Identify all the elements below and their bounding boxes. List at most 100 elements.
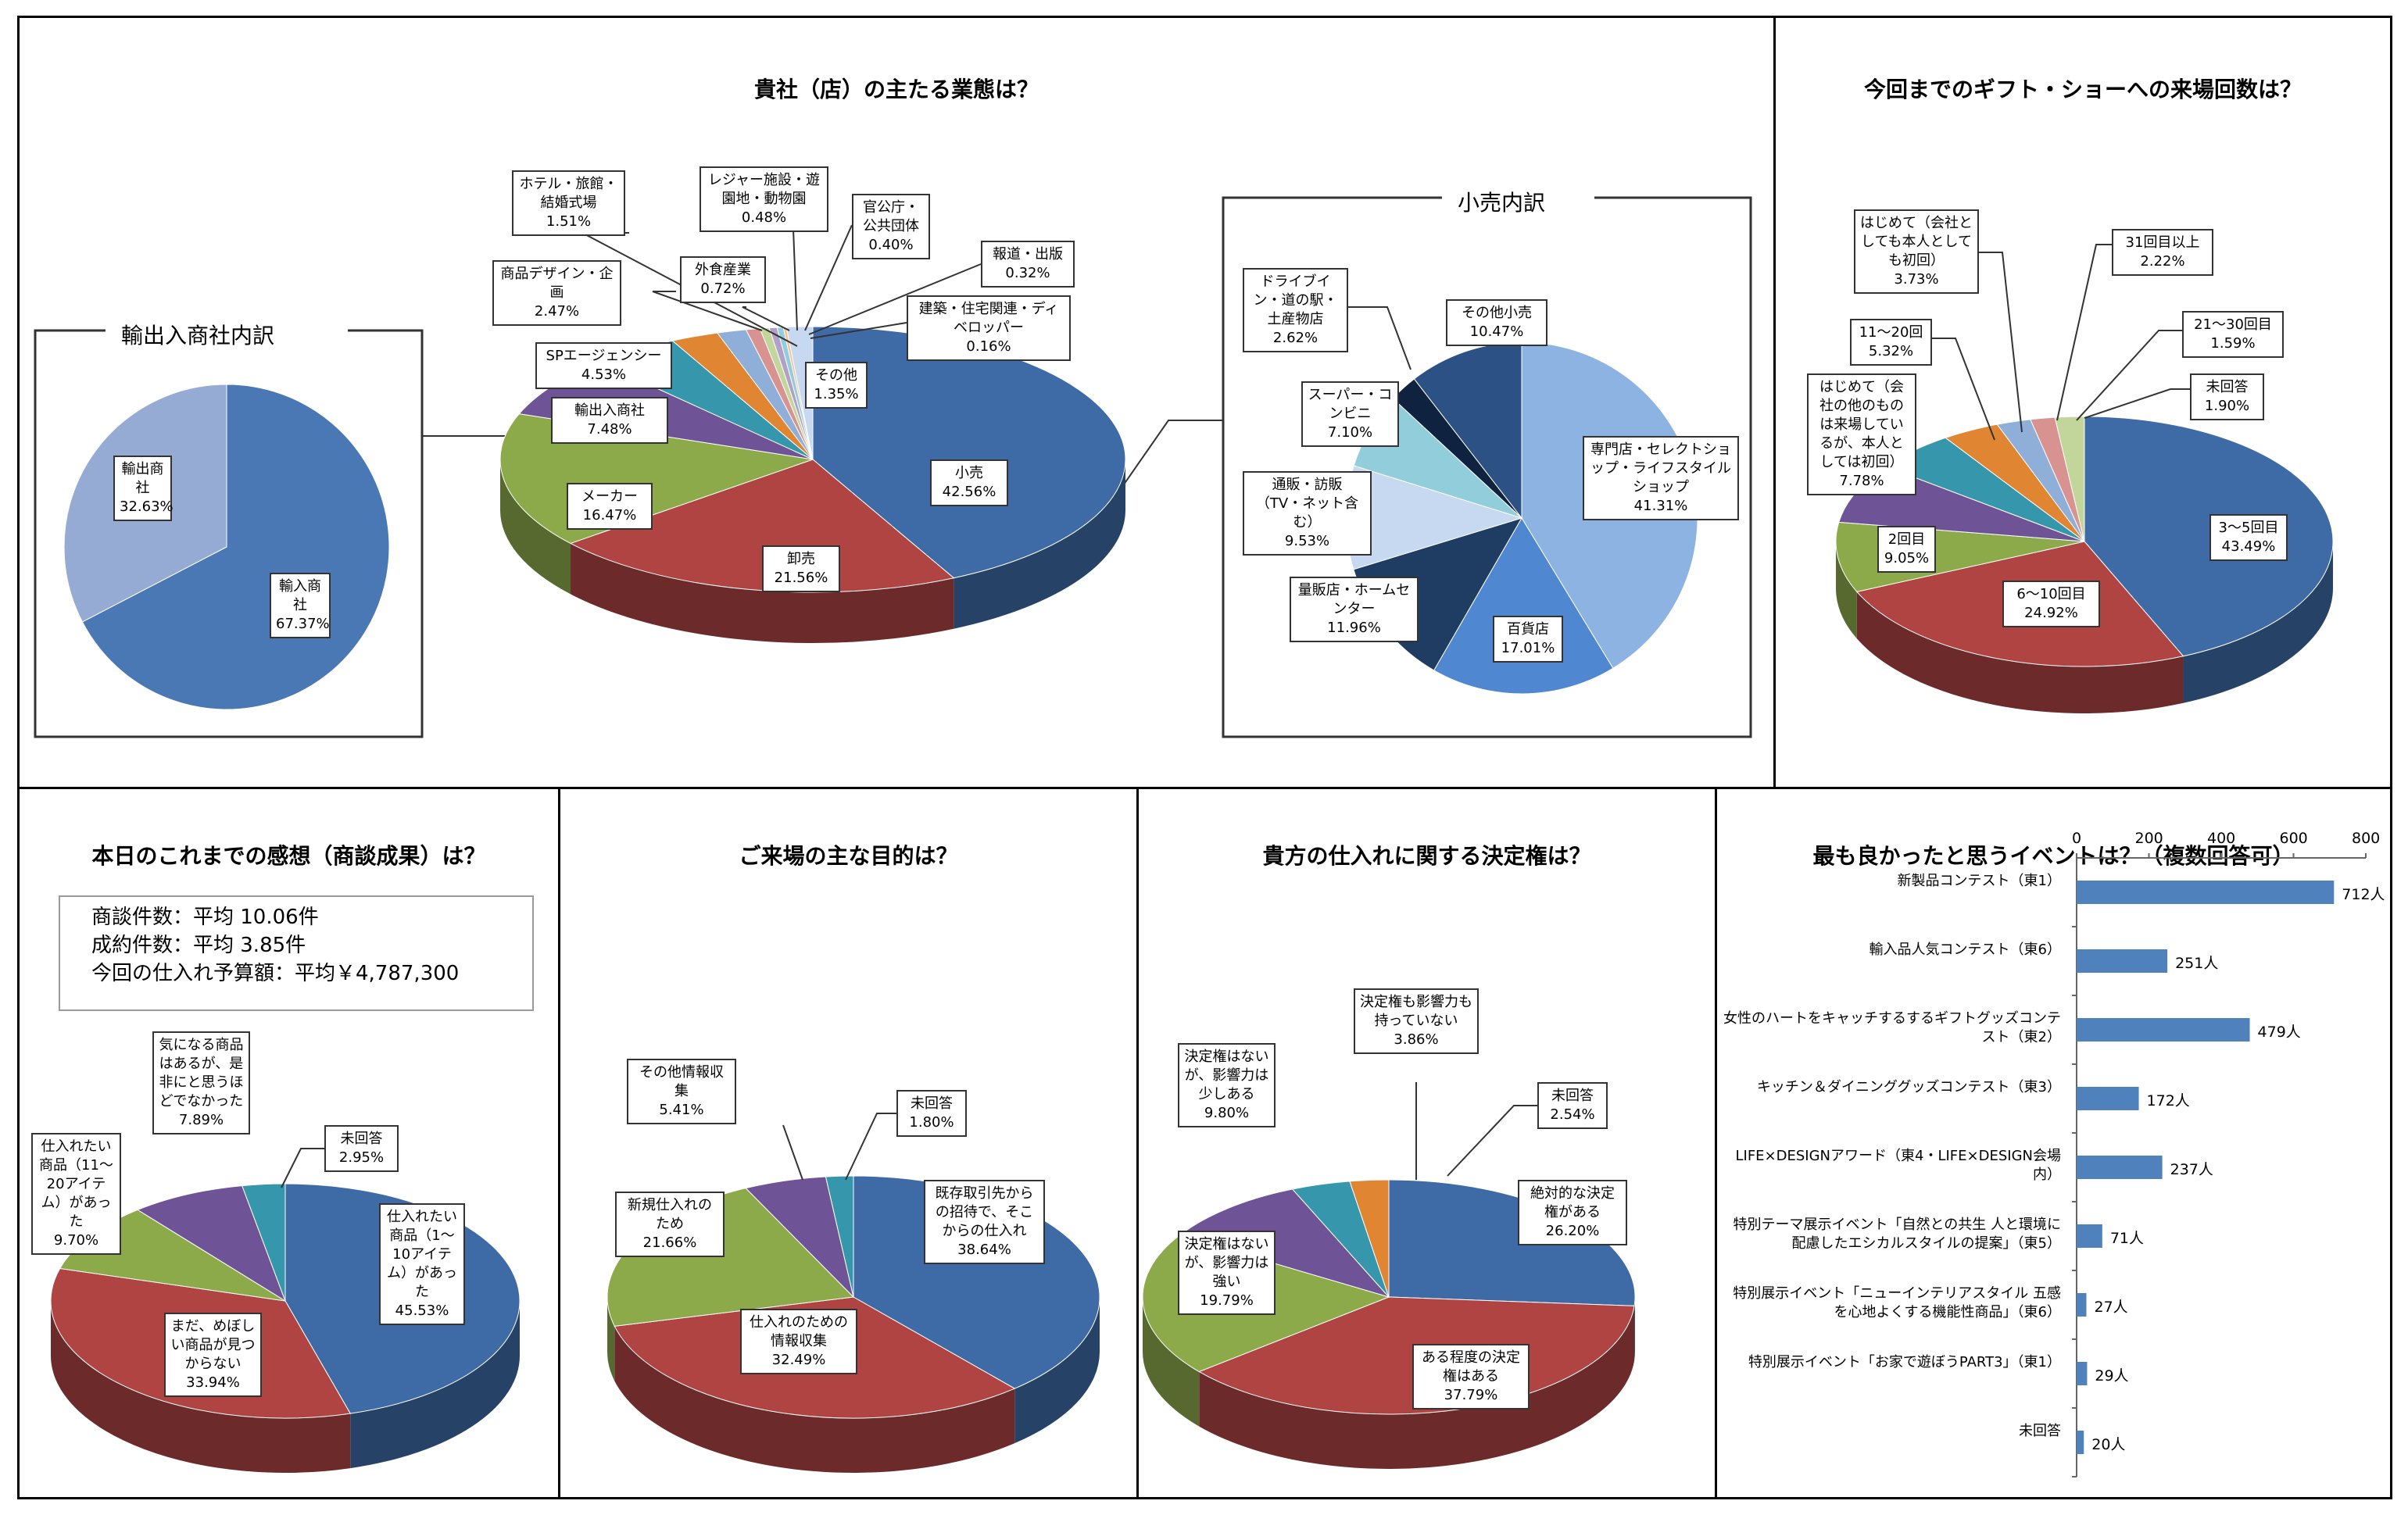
slice-label-text: 決定権も影響力も持っていない <box>1360 994 1472 1029</box>
slice-label: 既存取引先からの招待で、そこからの仕入れ 38.64% <box>924 1180 1045 1264</box>
slice-label-value: 1.35% <box>814 386 859 402</box>
pie-slice <box>1349 1179 1390 1298</box>
contract-count: 成約件数：平均 3.85件 <box>91 934 306 957</box>
deal-summary-box: 商談件数：平均 10.06件 成約件数：平均 3.85件 今回の仕入れ予算額：平… <box>59 895 534 1011</box>
slice-label-text: その他 <box>815 367 857 384</box>
slice-label-value: 33.94% <box>186 1374 240 1391</box>
slice-label: 卸売 21.56% <box>762 545 840 592</box>
panel-best-event: 最も良かったと思うイベントは？（複数回答可） 0 200 400 600 800 新製品コ… <box>1715 787 2392 1499</box>
slice-label-text: 新規仕入れのため <box>628 1197 712 1232</box>
category-label: キッチン＆ダイニンググッズコンテスト（東3） <box>1756 1079 2061 1095</box>
leader-line <box>810 322 907 339</box>
x-tick-label: 600 <box>2279 830 2308 847</box>
chart-title: 今回までのギフト・ショーへの来場回数は？ <box>1863 77 2302 102</box>
slice-label-value: 0.16% <box>966 338 1011 355</box>
chart-title: 本日のこれまでの感想（商談成果）は？ <box>91 843 486 869</box>
subpanel-frame-import <box>34 329 424 738</box>
slice-label-value: 32.49% <box>771 1352 826 1368</box>
bar-value-label: 237人 <box>2170 1161 2213 1178</box>
slice-label-value: 1.80% <box>909 1114 954 1131</box>
bar-value-label: 251人 <box>2175 955 2219 972</box>
authority-chart <box>1142 1082 1636 1470</box>
pie-slice-side <box>500 459 571 595</box>
bar-value-label: 29人 <box>2095 1367 2129 1385</box>
slice-label: はじめて（会社としても本人としても初回） 3.73% <box>1854 209 1979 294</box>
leader-line <box>1447 1105 1537 1177</box>
slice-label-value: 45.53% <box>395 1302 449 1319</box>
slice-label-text: 輸出商社 <box>121 461 164 496</box>
slice-label-text: はじめて（会社としても本人としても初回） <box>1860 215 1973 269</box>
pie-slice-side <box>954 459 1125 629</box>
slice-label-value: 0.32% <box>1005 265 1050 281</box>
slice-label: 21～30回目 1.59% <box>2182 311 2284 358</box>
bar-value-label: 479人 <box>2257 1024 2301 1041</box>
slice-label-value: 3.73% <box>1894 271 1939 288</box>
slice-label-text: 輸入商社 <box>279 578 321 613</box>
slice-label-value: 2.62% <box>1272 330 1318 346</box>
slice-label-text: その他情報収集 <box>639 1064 724 1099</box>
slice-label-text: 未回答 <box>1551 1088 1594 1104</box>
x-tick-label: 200 <box>2134 830 2163 847</box>
pie-slice-side <box>607 1297 615 1381</box>
pie-slice <box>825 1175 854 1298</box>
slice-label-value: 1.59% <box>2210 335 2256 352</box>
slice-label: 輸出入商社 7.48% <box>551 397 668 444</box>
slice-label-value: 5.32% <box>1868 343 1914 359</box>
leader-line <box>1105 420 1223 511</box>
slice-label-text: 仕入れたい商品（1～10アイテム）があった <box>387 1209 457 1300</box>
bar-value-label: 20人 <box>2091 1436 2126 1453</box>
subpanel-frame-retail <box>1222 196 1752 738</box>
slice-label-text: 官公庁・公共団体 <box>863 199 919 234</box>
chart-title: 貴社（店）の主たる業態は？ <box>753 77 1039 102</box>
slice-label: まだ、めぼしい商品が見つからない 33.94% <box>164 1313 262 1397</box>
pie-slice-side <box>2183 541 2333 703</box>
pie-slice <box>569 459 955 593</box>
slice-label: 未回答 2.54% <box>1537 1082 1608 1129</box>
chart-title: ご来場の主な目的は？ <box>739 843 958 869</box>
slice-label: 決定権はないが、影響力は少しある 9.80% <box>1178 1043 1276 1127</box>
slice-label-value: 1.51% <box>546 213 592 230</box>
category-label: 未回答 <box>2019 1423 2061 1439</box>
slice-label-value: 2.47% <box>534 303 580 320</box>
slice-label: 新規仕入れのため 21.66% <box>615 1192 725 1257</box>
slice-label-text: 仕入れのための情報収集 <box>750 1314 848 1349</box>
slice-label: 未回答 1.90% <box>2190 373 2264 420</box>
slice-label: 仕入れたい商品（11～20アイテム）があった 9.70% <box>31 1133 121 1255</box>
slice-label: 決定権はないが、影響力は強い 19.79% <box>1178 1231 1276 1315</box>
leader-line <box>782 1124 803 1181</box>
slice-label-value: 9.53% <box>1284 533 1330 549</box>
slice-label-text: 気になる商品はあるが、是非にと思うほどでなかった <box>159 1037 244 1109</box>
slice-label-text: 建築・住宅関連・ディベロッパー <box>918 301 1059 336</box>
slice-label-value: 17.01% <box>1501 640 1555 656</box>
x-tick-label: 400 <box>2207 830 2236 847</box>
slice-label-value: 9.70% <box>53 1232 99 1249</box>
slice-label-value: 41.31% <box>1633 498 1688 514</box>
category-label: 女性のハートをキャッチするするギフトグッズコンテスト（東2） <box>1723 1010 2061 1045</box>
x-tick-label: 0 <box>2071 830 2082 847</box>
subpanel-title-import-export: 輸出入商社内訳 <box>113 319 283 350</box>
slice-label-value: 4.53% <box>581 366 627 383</box>
leader-line <box>742 306 790 331</box>
slice-label-text: 11～20回 <box>1859 324 1923 341</box>
slice-label-value: 7.78% <box>1839 473 1884 489</box>
bar-value-label: 71人 <box>2109 1230 2145 1247</box>
bar <box>2077 1293 2087 1317</box>
slice-label: 未回答 1.80% <box>896 1090 967 1137</box>
slice-label: 報道・出版 0.32% <box>981 241 1075 288</box>
bar-value-label: 27人 <box>2094 1299 2128 1316</box>
slice-label: 専門店・セレクトショップ・ライフスタイルショップ 41.31% <box>1583 436 1739 520</box>
slice-label: その他小売 10.47% <box>1446 299 1547 346</box>
slice-label-value: 16.47% <box>582 507 637 523</box>
slice-label: レジャー施設・遊園地・動物園 0.48% <box>700 166 828 232</box>
slice-label: ホテル・旅館・結婚式場 1.51% <box>512 170 625 236</box>
slice-label: 11～20回 5.32% <box>1850 319 1932 366</box>
slice-label-value: 5.41% <box>659 1102 704 1118</box>
slice-label-value: 19.79% <box>1200 1292 1254 1309</box>
slice-label-text: 2回目 <box>1887 531 1926 548</box>
slice-label: その他 1.35% <box>805 362 868 409</box>
category-label: 新製品コンテスト（東1） <box>1897 873 2061 889</box>
pie-slice-side <box>350 1301 520 1469</box>
leader-line <box>2076 330 2182 421</box>
slice-label: ドライブイン・道の駅・土産物店 2.62% <box>1243 268 1348 352</box>
slice-label-text: ドライブイン・道の駅・土産物店 <box>1253 273 1338 327</box>
